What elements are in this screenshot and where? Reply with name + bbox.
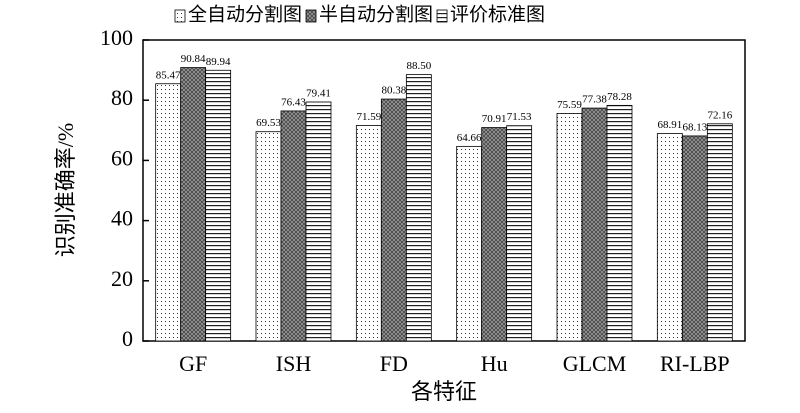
value-label: 70.91: [482, 113, 507, 125]
value-label: 64.66: [457, 132, 482, 144]
value-label: 68.91: [657, 119, 682, 131]
x-tick-label: RI-LBP: [660, 351, 730, 376]
x-tick-label: GLCM: [563, 351, 627, 376]
x-axis-label: 各特征: [411, 379, 477, 404]
bar: [681, 135, 708, 342]
bar: [506, 125, 533, 342]
bar: [656, 133, 683, 342]
bar: [205, 69, 232, 342]
value-label: 88.50: [406, 60, 431, 72]
legend-label: 评价标准图: [450, 3, 545, 25]
value-label: 75.59: [557, 99, 582, 111]
value-label: 85.47: [156, 69, 181, 81]
value-label: 89.94: [206, 56, 231, 68]
value-label: 72.16: [707, 109, 732, 121]
y-tick-label: 100: [100, 25, 133, 50]
legend-label: 全自动分割图: [188, 3, 302, 25]
value-label: 71.59: [356, 111, 381, 123]
value-label: 76.43: [281, 96, 306, 108]
x-tick-label: Hu: [481, 351, 508, 376]
bar: [305, 101, 332, 342]
bar: [556, 113, 583, 342]
legend-label: 半自动分割图: [319, 3, 433, 25]
bar: [380, 98, 407, 342]
bar: [606, 104, 633, 342]
x-tick-label: ISH: [276, 351, 312, 376]
value-label: 77.38: [582, 94, 607, 106]
bar: [581, 107, 608, 342]
bar: [255, 131, 282, 342]
bar: [405, 74, 432, 342]
value-label: 90.84: [181, 53, 206, 65]
y-tick-label: 80: [111, 85, 133, 110]
x-tick-label: GF: [179, 351, 207, 376]
y-tick-label: 0: [122, 326, 133, 351]
bar: [706, 123, 733, 342]
value-label: 80.38: [381, 85, 406, 97]
x-tick-label: FD: [380, 351, 408, 376]
y-tick-label: 40: [111, 206, 133, 231]
value-label: 68.13: [682, 121, 707, 133]
y-tick-label: 20: [111, 266, 133, 291]
bar: [355, 125, 382, 342]
legend-swatch: [436, 9, 448, 23]
y-axis-label: 识别准确率/%: [53, 123, 78, 257]
bar: [280, 110, 307, 342]
legend-swatch: [305, 9, 317, 23]
y-tick-label: 60: [111, 145, 133, 170]
bar: [155, 83, 182, 342]
value-label: 78.28: [607, 91, 632, 103]
value-label: 71.53: [507, 111, 532, 123]
value-label: 69.53: [256, 117, 281, 129]
legend-swatch: [174, 9, 186, 23]
plot-frame: [142, 39, 746, 342]
value-label: 79.41: [306, 88, 331, 100]
bar: [481, 127, 508, 342]
bar: [456, 145, 483, 342]
bar: [180, 67, 207, 342]
